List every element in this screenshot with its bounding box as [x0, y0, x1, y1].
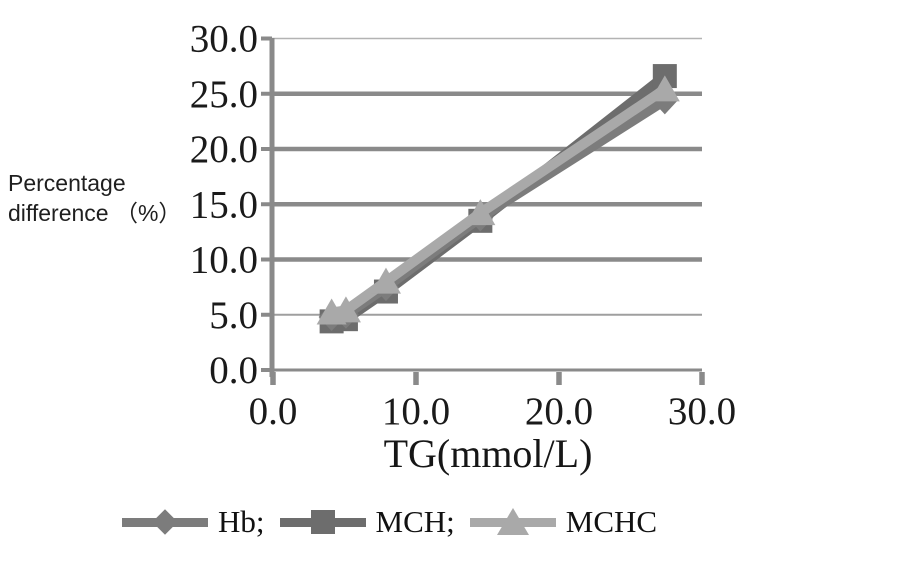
legend-label-mchc: MCHC: [565, 504, 658, 539]
y-tick-label-30: 30.0: [190, 18, 258, 61]
chart-legend: Hb; MCH; MCHC: [122, 498, 672, 546]
y-tick-label-10: 10.0: [190, 239, 258, 282]
y-tick-10: [261, 257, 272, 262]
y-axis-label-line-1: Percentage: [8, 170, 126, 196]
y-tick-15: [261, 202, 272, 207]
x-axis-label: TG(mmol/L): [383, 431, 593, 476]
legend-line-mch: [279, 510, 366, 534]
legend-item-mchc: MCHC: [469, 504, 658, 540]
legend-label-hb: Hb;: [218, 504, 265, 539]
y-axis-label-line-2: difference （%）: [8, 200, 182, 226]
triangle-marker-mchc-3: [465, 199, 496, 226]
y-tick-label-0: 0.0: [209, 349, 258, 392]
x-tick-30: [699, 372, 705, 385]
y-tick-5: [261, 312, 272, 317]
x-tick-label-30: 30.0: [668, 390, 736, 433]
legend-item-mch: MCH;: [279, 504, 455, 540]
y-tick-20: [261, 147, 272, 151]
square-marker-icon: [310, 510, 335, 534]
y-tick-label-5: 5.0: [209, 294, 258, 337]
y-tick-label-20: 20.0: [190, 128, 258, 171]
x-tick-20: [556, 372, 562, 385]
y-tick-25: [261, 91, 272, 96]
x-tick-label-10: 10.0: [382, 390, 450, 433]
legend-line-hb: [122, 509, 208, 535]
triangle-marker-mchc-1: [330, 296, 361, 323]
x-tick-10: [413, 372, 419, 385]
y-axis-line: [269, 38, 275, 377]
x-tick-label-20: 20.0: [525, 390, 593, 433]
legend-label-mch: MCH;: [375, 504, 455, 539]
legend-line-mchc: [469, 507, 556, 535]
triangle-marker-mchc-4: [649, 75, 680, 102]
x-tick-0: [270, 372, 276, 385]
triangle-marker-icon: [496, 507, 529, 535]
diamond-marker-icon: [152, 509, 178, 535]
x-tick-label-0: 0.0: [249, 390, 298, 433]
y-axis-label: Percentage difference （%）: [8, 168, 258, 228]
y-tick-30: [261, 36, 272, 41]
y-tick-0: [261, 368, 272, 372]
legend-item-hb: Hb;: [122, 504, 265, 540]
y-tick-label-15: 15.0: [190, 183, 258, 226]
triangle-marker-mchc-2: [370, 267, 401, 294]
y-tick-label-25: 25.0: [190, 73, 258, 116]
